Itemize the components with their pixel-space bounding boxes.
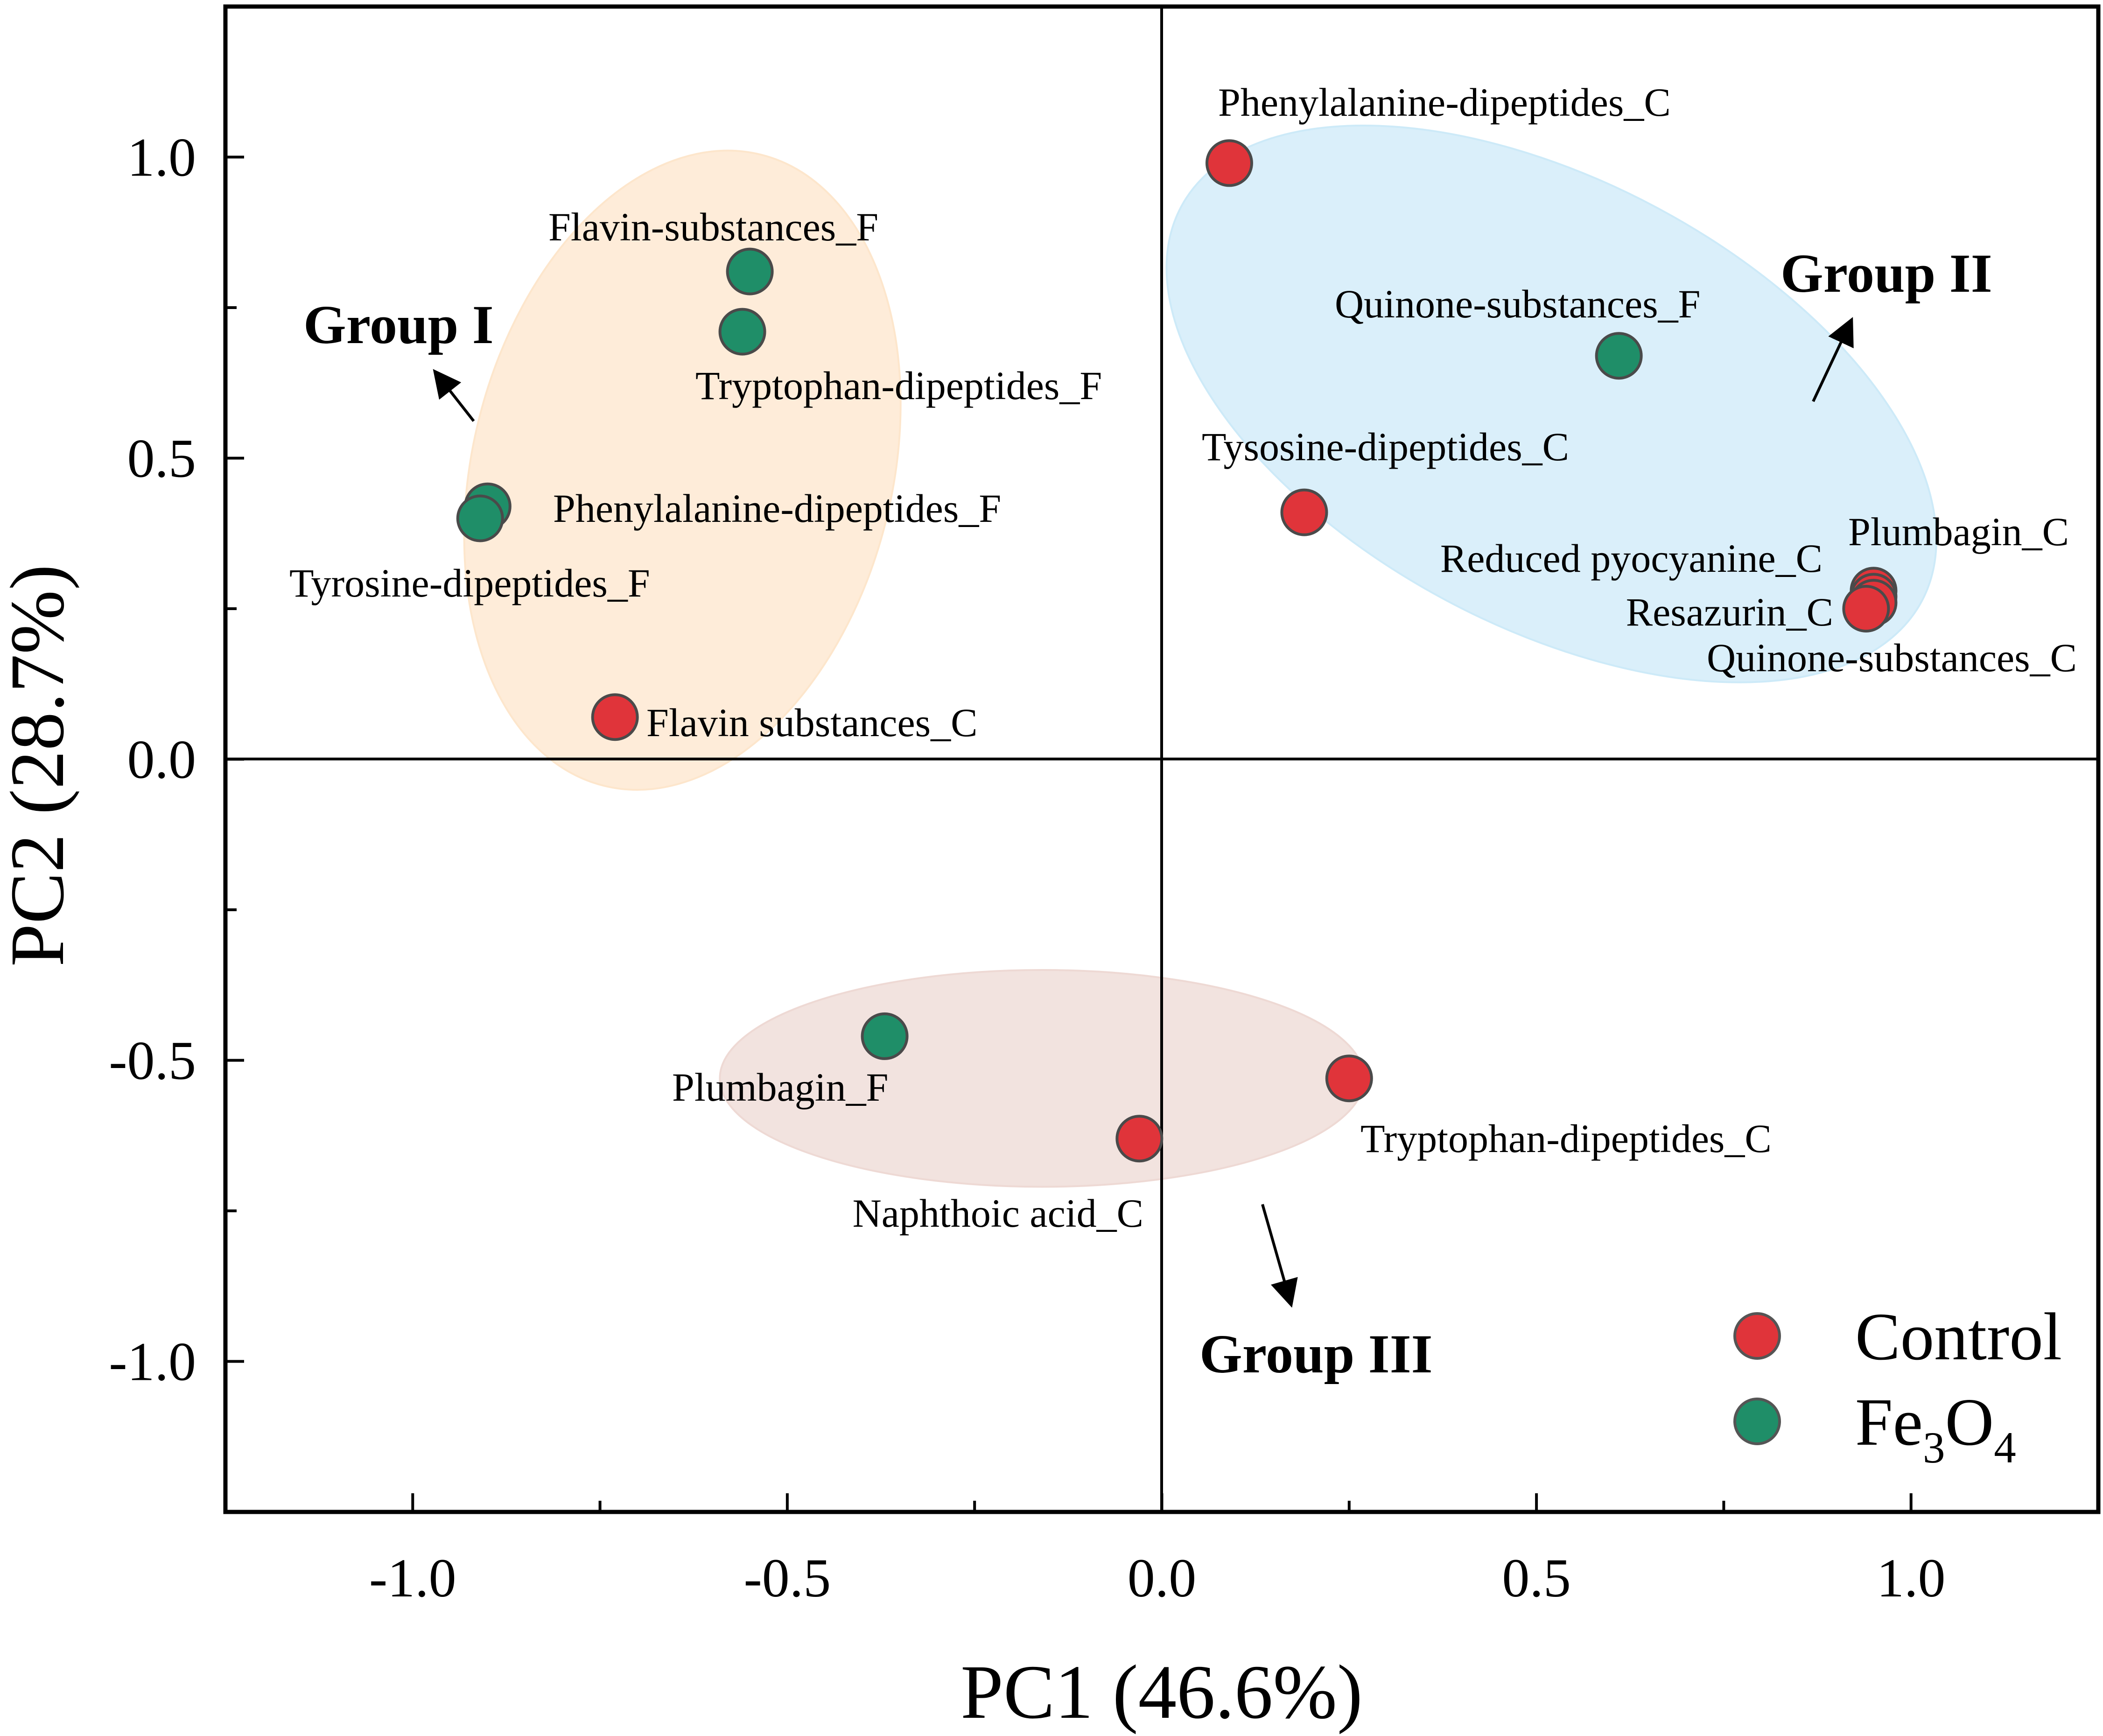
label-naphthoic-acid-c: Naphthoic acid_C [853,1191,1143,1236]
legend-fe: Fe [1855,1385,1923,1460]
point-tyrosine-dipeptides-f [456,494,504,542]
legend-marker-fe3o4 [1733,1398,1781,1445]
legend-label-fe3o4: Fe3O4 [1855,1385,2016,1472]
point-tryptophan-dipeptides-f [718,308,766,356]
y-tick-label: 1.0 [127,127,196,188]
point-flavin-substances-f [726,247,774,295]
y-tick-label: -1.0 [109,1331,196,1392]
point-quinone-substances-c [1842,585,1890,633]
group-2-arrow [1812,317,1854,402]
label-flavin-substances-f: Flavin-substances_F [548,204,878,249]
legend-sub-4: 4 [1994,1423,2016,1472]
point-flavin-substances-c [591,693,639,741]
group-2-label: Group II [1781,243,1992,304]
label-reduced-pyocyanine-c: Reduced pyocyanine_C [1440,536,1823,581]
label-tysosine-dipeptides-c: Tysosine-dipeptides_C [1202,424,1569,469]
label-quinone-substances-c: Quinone-substances_C [1707,635,2077,680]
group-3-label: Group III [1199,1323,1433,1385]
label-plumbagin-f: Plumbagin_F [672,1065,889,1110]
label-tryptophan-dipeptides-c: Tryptophan-dipeptides_C [1360,1116,1772,1161]
axes [223,4,2101,1514]
label-phenylalanine-dipeptides-c: Phenylalanine-dipeptides_C [1218,80,1671,125]
label-plumbagin-c: Plumbagin_C [1848,509,2069,554]
point-tysosine-dipeptides-c [1280,488,1328,536]
group-1-label: Group I [303,294,494,355]
group-ellipse-2 [1165,124,1937,683]
x-tick-label: -0.5 [744,1547,831,1609]
legend-o: O [1945,1385,1994,1460]
y-tick-label: 0.5 [127,428,196,489]
group-ellipse-1 [463,149,902,791]
point-tryptophan-dipeptides-c [1325,1054,1373,1103]
group-ellipses [463,124,1937,1188]
label-resazurin-c: Resazurin_C [1626,590,1833,634]
legend-marker-control [1733,1312,1781,1360]
legend-label-control: Control [1855,1300,2062,1374]
legend: Control Fe3O4 [1733,1300,2062,1472]
point-quinone-substances-f [1595,332,1643,380]
point-plumbagin-f [861,1012,909,1060]
y-axis-title: PC2 (28.7%) [0,564,80,967]
group-3-arrow [1261,1204,1298,1308]
x-tick-label: 0.0 [1128,1547,1197,1609]
label-quinone-substances-f: Quinone-substances_F [1335,281,1700,326]
x-tick-label: -1.0 [369,1547,456,1609]
label-tryptophan-dipeptides-f: Tryptophan-dipeptides_F [695,363,1102,408]
point-labels: Phenylalanine-dipeptides_C Tysosine-dipep… [289,80,2077,1236]
group-arrows [433,317,1854,1308]
y-tick-label: -0.5 [109,1030,196,1091]
group-1-arrow [433,369,475,422]
x-tick-label: 1.0 [1877,1547,1946,1609]
point-naphthoic-acid-c [1115,1115,1164,1163]
ticks: -1.0 -0.5 0.0 0.5 1.0 -1.0 -0.5 0.0 0.5 1.0 [109,5,2100,1609]
x-axis-title: PC1 (46.6%) [960,1649,1363,1735]
point-phenylalanine-dipeptides-c [1205,139,1253,187]
legend-sub-3: 3 [1923,1423,1945,1472]
label-phenylalanine-dipeptides-f: Phenylalanine-dipeptides_F [553,486,1001,531]
y-tick-label: 0.0 [127,729,196,790]
label-tyrosine-dipeptides-f: Tyrosine-dipeptides_F [289,561,650,605]
data-points [456,139,1898,1163]
x-tick-label: 0.5 [1502,1547,1571,1609]
label-flavin-substances-c: Flavin substances_C [646,700,977,745]
